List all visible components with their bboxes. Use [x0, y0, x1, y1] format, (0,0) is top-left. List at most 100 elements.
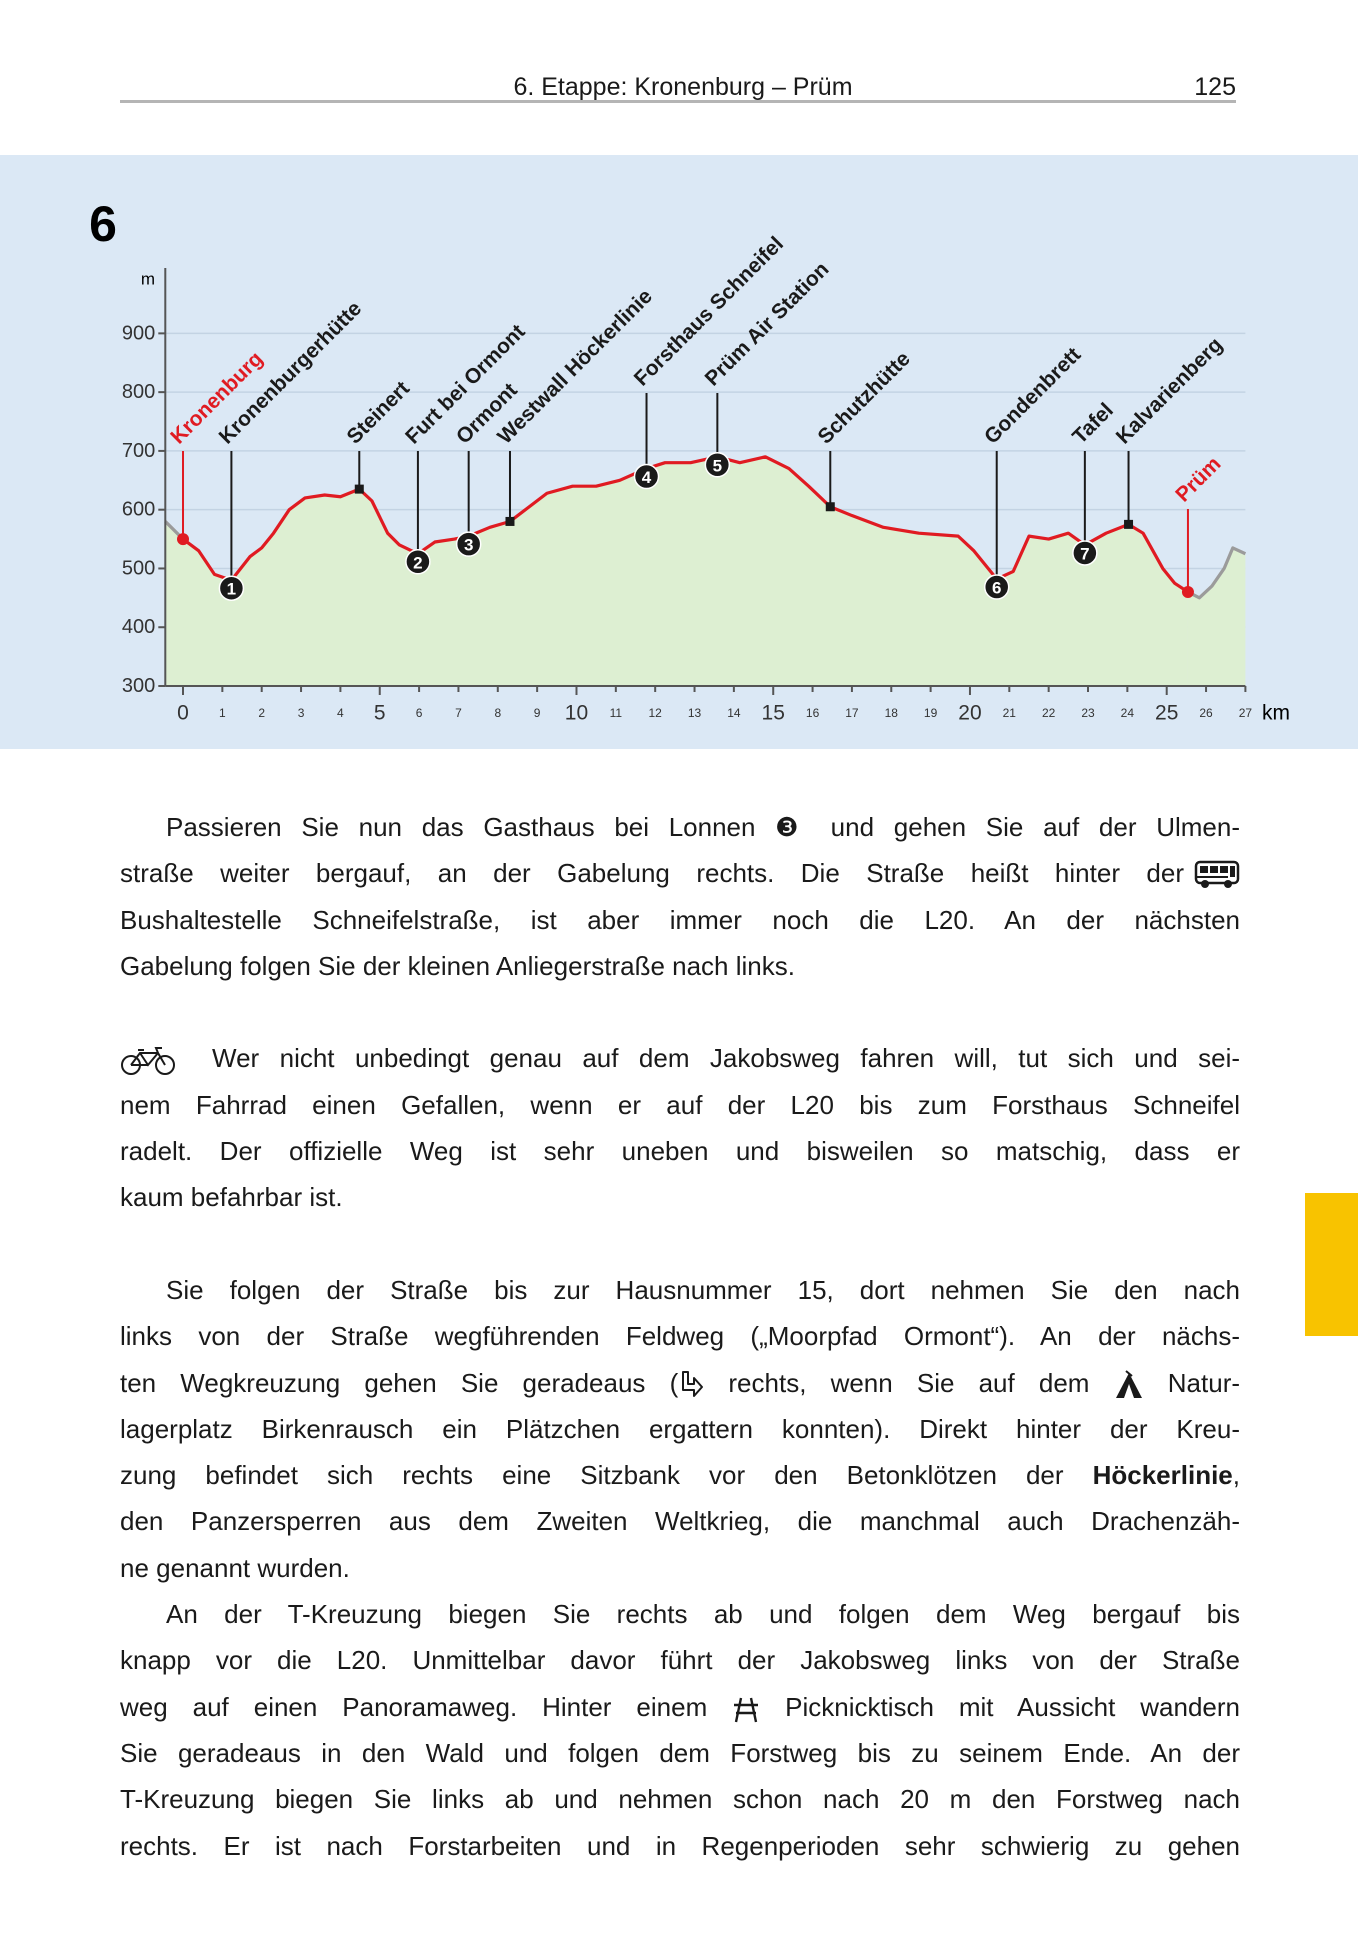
x-tick-label: 18: [885, 706, 899, 720]
text-line: lagerplatz Birkenrausch ein Plätzchen er…: [120, 1406, 1240, 1452]
text-line: T-Kreuzung biegen Sie links ab und nehme…: [120, 1776, 1240, 1822]
text-run: An der T-Kreuzung biegen Sie rechts ab u…: [166, 1599, 1240, 1630]
waypoint-marker: [177, 533, 190, 546]
text-run: ten Wegkreuzung gehen Sie geradeaus (: [120, 1367, 679, 1398]
text-run: den Panzersperren aus dem Zweiten Weltkr…: [120, 1506, 1240, 1537]
x-tick-label: 27: [1239, 706, 1253, 720]
text-run: Höckerlinie: [1092, 1460, 1233, 1491]
running-title: 6. Etappe: Kronenburg – Prüm: [513, 73, 853, 101]
x-tick-label: 25: [1155, 702, 1178, 725]
x-tick-label: 16: [806, 706, 820, 720]
text-line: An der T-Kreuzung biegen Sie rechts ab u…: [120, 1591, 1240, 1637]
text-line: nem Fahrrad einen Gefallen, wenn er auf …: [120, 1082, 1240, 1128]
profile-area: [183, 456, 1188, 686]
x-tick-label: 13: [688, 706, 702, 720]
y-tick-label: 400: [122, 616, 155, 638]
x-tick-label: 9: [534, 706, 541, 720]
waypoint-marker: [1072, 540, 1098, 566]
x-tick-label: 26: [1199, 706, 1213, 720]
text-line: knapp vor die L20. Unmittelbar davor füh…: [120, 1637, 1240, 1683]
text-run: weg auf einen Panoramaweg. Hinter einem: [120, 1691, 733, 1722]
x-tick-label: 17: [845, 706, 859, 720]
x-tick-label: 20: [958, 702, 981, 725]
waypoint-marker: [1124, 519, 1134, 529]
waypoint-number: 1: [227, 580, 236, 599]
text-run: T-Kreuzung biegen Sie links ab und nehme…: [120, 1784, 1240, 1815]
text-line: links von der Straße wegführenden Feldwe…: [120, 1313, 1240, 1359]
text-line: Sie geradeaus in den Wald und folgen dem…: [120, 1730, 1240, 1776]
waypoint-marker: [983, 574, 1010, 600]
text-run: Sie geradeaus in den Wald und folgen dem…: [120, 1737, 1240, 1768]
waypoint-marker: [405, 549, 431, 575]
section-tab: [1305, 1193, 1358, 1336]
x-tick-label: 3: [298, 706, 305, 720]
bike-icon: [121, 1046, 175, 1075]
text-run: rechts, wenn Sie auf dem: [704, 1367, 1114, 1398]
areas: [165, 456, 1246, 686]
bus-icon: [1194, 861, 1240, 889]
x-tick-label: 12: [649, 706, 663, 720]
paragraph: Wer nicht unbedingt genau auf dem Jakobs…: [120, 1035, 1240, 1220]
x-tick-label: 22: [1042, 706, 1056, 720]
x-tick-label: 14: [727, 706, 741, 720]
text-line: zung befindet sich rechts eine Sitzbank …: [120, 1452, 1240, 1498]
waypoint-marker: [704, 452, 731, 478]
text-run: zung befindet sich rechts eine Sitzbank …: [120, 1460, 1093, 1491]
y-tick-label: 900: [122, 322, 155, 344]
text-run: rechts. Er ist nach Forstarbeiten und in…: [120, 1830, 1240, 1861]
x-tick-label: 11: [610, 706, 623, 720]
text-run: nem Fahrrad einen Gefallen, wenn er auf …: [120, 1089, 1240, 1120]
waypoint-number: 4: [642, 468, 652, 487]
x-tick-label: 23: [1081, 706, 1095, 720]
y-tick-label: 700: [122, 440, 155, 462]
x-tick-label: 7: [455, 706, 462, 720]
y-tick-label: 500: [122, 557, 155, 579]
stage-number: 6: [89, 196, 117, 252]
header-rule: [120, 100, 1236, 103]
text-run: ne genannt wurden.: [120, 1552, 350, 1583]
text-run: ,: [1232, 1460, 1240, 1491]
tent-icon: [1115, 1369, 1142, 1398]
x-tick-label: 21: [1003, 706, 1017, 720]
x-tick-label: 15: [762, 702, 785, 725]
waypoint-marker: [218, 575, 245, 601]
paragraph: An der T-Kreuzung biegen Sie rechts ab u…: [120, 1591, 1240, 1869]
text-run: links von der Straße wegführenden Feldwe…: [120, 1321, 1240, 1352]
waypoint-marker: [825, 502, 835, 512]
waypoint-marker: [354, 484, 364, 494]
text-run: Picknicktisch mit Aussicht wandern: [760, 1691, 1240, 1722]
text-line: rechts. Er ist nach Forstarbeiten und in…: [120, 1823, 1240, 1869]
x-tick-label: 24: [1121, 706, 1135, 720]
waypoint-number: 3: [464, 536, 473, 555]
text-line: Gabelung folgen Sie der kleinen Anlieger…: [120, 943, 1240, 989]
text-run: Passieren Sie nun das Gasthaus bei Lonne…: [166, 812, 1240, 842]
paragraph: Passieren Sie nun das Gasthaus bei Lonne…: [120, 804, 1240, 989]
body-text: Passieren Sie nun das Gasthaus bei Lonne…: [120, 804, 1240, 1869]
text-line: kaum befahrbar ist.: [120, 1174, 1240, 1220]
picnic-icon: [734, 1697, 759, 1723]
x-tick-label: 6: [416, 706, 423, 720]
text-line: Wer nicht unbedingt genau auf dem Jakobs…: [120, 1035, 1240, 1081]
text-line: Sie folgen der Straße bis zur Hausnummer…: [120, 1267, 1240, 1313]
text-run: straße weiter bergauf, an der Gabelung r…: [120, 858, 1184, 889]
text-line: weg auf einen Panoramaweg. Hinter einem …: [120, 1684, 1240, 1730]
x-tick-label: 19: [924, 706, 938, 720]
text-run: lagerplatz Birkenrausch ein Plätzchen er…: [120, 1413, 1240, 1444]
paragraph: Sie folgen der Straße bis zur Hausnummer…: [120, 1267, 1240, 1591]
y-tick-label: 800: [122, 381, 155, 403]
waypoint-number: 2: [413, 553, 422, 572]
text-line: ten Wegkreuzung gehen Sie geradeaus ( re…: [120, 1360, 1240, 1406]
text-run: kaum befahrbar ist.: [120, 1182, 343, 1213]
text-line: ne genannt wurden.: [120, 1545, 1240, 1591]
x-tick-label: 2: [258, 706, 265, 720]
text-line: Passieren Sie nun das Gasthaus bei Lonne…: [120, 804, 1240, 850]
y-tick-label: 600: [122, 499, 155, 521]
profile-line: [182, 455, 1189, 594]
y-tick-label: 300: [122, 675, 155, 697]
x-tick-label: 4: [337, 706, 344, 720]
text-run: Bushaltestelle Schneifelstraße, ist aber…: [120, 904, 1240, 935]
waypoint-marker: [455, 531, 482, 557]
text-run: knapp vor die L20. Unmittelbar davor füh…: [120, 1645, 1240, 1676]
text-line: straße weiter bergauf, an der Gabelung r…: [120, 850, 1240, 896]
